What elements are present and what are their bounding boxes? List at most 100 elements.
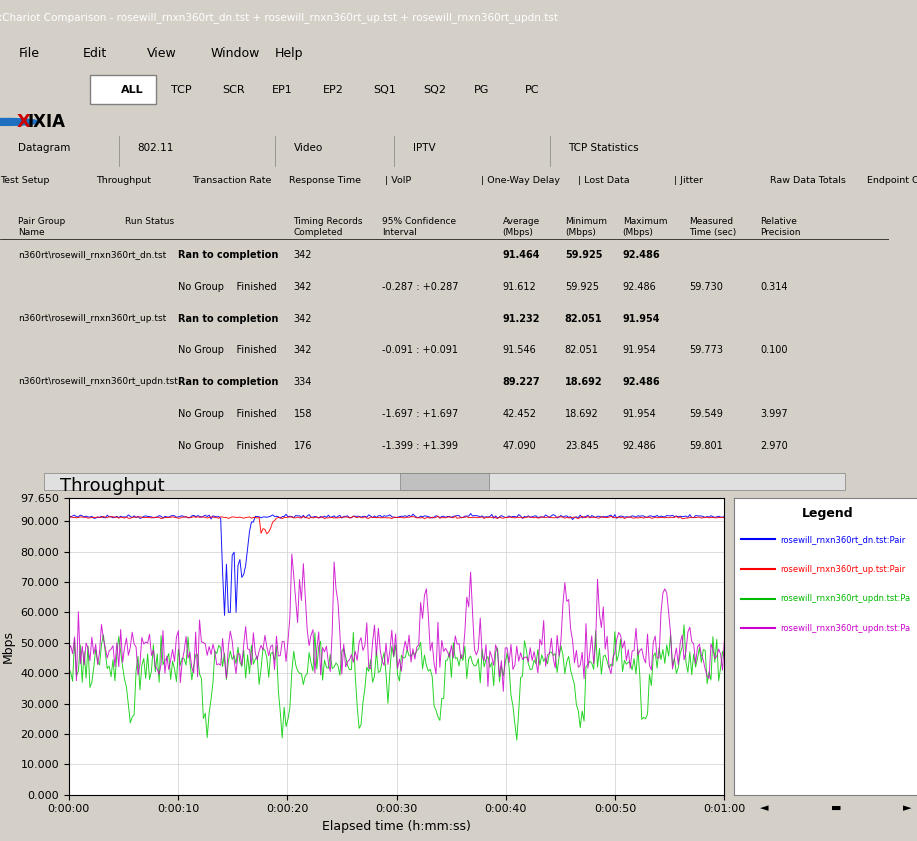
Text: ALL: ALL <box>121 85 144 94</box>
Bar <box>45 473 845 489</box>
Text: Edit: Edit <box>83 47 106 60</box>
Text: ►: ► <box>903 803 911 812</box>
Text: -0.287 : +0.287: -0.287 : +0.287 <box>382 282 459 292</box>
Text: Throughput: Throughput <box>96 177 151 185</box>
Text: ▬: ▬ <box>831 803 841 812</box>
Text: | VoIP: | VoIP <box>385 177 412 185</box>
Text: SQ2: SQ2 <box>424 85 447 94</box>
Text: Legend: Legend <box>801 507 854 520</box>
Text: Datagram: Datagram <box>18 143 71 153</box>
Text: Video: Video <box>293 143 323 153</box>
Text: TCP Statistics: TCP Statistics <box>569 143 639 153</box>
Text: Maximum
(Mbps): Maximum (Mbps) <box>623 217 668 236</box>
Text: rosewill_rnxn360rt_dn.tst:Pair: rosewill_rnxn360rt_dn.tst:Pair <box>780 535 906 544</box>
Text: 59.773: 59.773 <box>690 346 724 356</box>
Text: 23.845: 23.845 <box>565 441 599 451</box>
Text: 342: 342 <box>293 282 312 292</box>
Text: No Group    Finished: No Group Finished <box>178 346 277 356</box>
Text: rosewill_rnxn360rt_up.tst:Pair: rosewill_rnxn360rt_up.tst:Pair <box>780 564 906 574</box>
Text: 18.692: 18.692 <box>565 409 599 419</box>
Text: 95% Confidence
Interval: 95% Confidence Interval <box>382 217 457 236</box>
Text: -1.697 : +1.697: -1.697 : +1.697 <box>382 409 458 419</box>
Text: 59.925: 59.925 <box>565 282 599 292</box>
Text: No Group    Finished: No Group Finished <box>178 409 277 419</box>
Text: 92.486: 92.486 <box>623 441 657 451</box>
Text: Relative
Precision: Relative Precision <box>760 217 801 236</box>
Text: 176: 176 <box>293 441 312 451</box>
Text: Window: Window <box>211 47 260 60</box>
Text: 59.549: 59.549 <box>690 409 724 419</box>
Text: View: View <box>147 47 176 60</box>
Text: 59.801: 59.801 <box>690 441 724 451</box>
Text: 91.954: 91.954 <box>623 409 657 419</box>
Text: -1.399 : +1.399: -1.399 : +1.399 <box>382 441 458 451</box>
Text: Throughput: Throughput <box>60 478 164 495</box>
Text: Minimum
(Mbps): Minimum (Mbps) <box>565 217 607 236</box>
Text: 2.970: 2.970 <box>760 441 789 451</box>
Text: Ran to completion: Ran to completion <box>178 314 278 324</box>
Text: Run Status: Run Status <box>125 217 173 226</box>
Text: 3.997: 3.997 <box>760 409 788 419</box>
Text: 91.954: 91.954 <box>623 314 660 324</box>
Text: Measured
Time (sec): Measured Time (sec) <box>690 217 736 236</box>
FancyBboxPatch shape <box>90 75 156 104</box>
Text: SQ1: SQ1 <box>373 85 396 94</box>
Text: Ran to completion: Ran to completion <box>178 377 278 387</box>
Text: EP1: EP1 <box>272 85 293 94</box>
Text: | Lost Data: | Lost Data <box>578 177 629 185</box>
Text: 0.100: 0.100 <box>760 346 788 356</box>
Text: 802.11: 802.11 <box>138 143 174 153</box>
Text: IxChariot Comparison - rosewill_rnxn360rt_dn.tst + rosewill_rnxn360rt_up.tst + r: IxChariot Comparison - rosewill_rnxn360r… <box>0 13 558 23</box>
Y-axis label: Mbps: Mbps <box>2 630 15 663</box>
Text: SCR: SCR <box>222 85 245 94</box>
Circle shape <box>0 119 39 125</box>
Text: rosewill_rnxn360rt_updn.tst:Pa: rosewill_rnxn360rt_updn.tst:Pa <box>780 595 911 603</box>
Text: -0.091 : +0.091: -0.091 : +0.091 <box>382 346 458 356</box>
Text: Pair Group
Name: Pair Group Name <box>17 217 65 236</box>
Text: 342: 342 <box>293 314 312 324</box>
Text: 42.452: 42.452 <box>503 409 536 419</box>
Text: 334: 334 <box>293 377 312 387</box>
Text: PC: PC <box>525 85 539 94</box>
Text: TCP: TCP <box>171 85 192 94</box>
Text: 342: 342 <box>293 251 312 260</box>
Text: 92.486: 92.486 <box>623 251 660 260</box>
Text: IPTV: IPTV <box>413 143 436 153</box>
Text: 342: 342 <box>293 346 312 356</box>
X-axis label: Elapsed time (h:mm:ss): Elapsed time (h:mm:ss) <box>322 820 471 833</box>
Text: EP2: EP2 <box>323 85 344 94</box>
Text: Average
(Mbps): Average (Mbps) <box>503 217 540 236</box>
Text: Raw Data Totals: Raw Data Totals <box>770 177 846 185</box>
Text: 89.227: 89.227 <box>503 377 540 387</box>
Text: | Jitter: | Jitter <box>674 177 703 185</box>
Text: Help: Help <box>275 47 304 60</box>
Text: 18.692: 18.692 <box>565 377 602 387</box>
Text: 82.051: 82.051 <box>565 314 602 324</box>
Text: 91.464: 91.464 <box>503 251 540 260</box>
Text: 158: 158 <box>293 409 312 419</box>
Text: n360rt\rosewill_rnxn360rt_dn.tst: n360rt\rosewill_rnxn360rt_dn.tst <box>17 251 166 259</box>
Text: X: X <box>17 113 30 131</box>
Text: 47.090: 47.090 <box>503 441 536 451</box>
Text: Transaction Rate: Transaction Rate <box>193 177 272 185</box>
Text: rosewill_rnxn360rt_updn.tst:Pa: rosewill_rnxn360rt_updn.tst:Pa <box>780 624 911 633</box>
Text: 82.051: 82.051 <box>565 346 599 356</box>
Text: 91.954: 91.954 <box>623 346 657 356</box>
Text: No Group    Finished: No Group Finished <box>178 441 277 451</box>
Text: PG: PG <box>474 85 490 94</box>
Text: Endpoint Configuration: Endpoint Configuration <box>867 177 917 185</box>
Text: 59.925: 59.925 <box>565 251 602 260</box>
Text: ◄: ◄ <box>760 803 768 812</box>
Text: | One-Way Delay: | One-Way Delay <box>481 177 560 185</box>
Text: 92.486: 92.486 <box>623 282 657 292</box>
Text: IXIA: IXIA <box>28 113 65 131</box>
Text: Test Setup: Test Setup <box>0 177 50 185</box>
Bar <box>401 473 490 489</box>
Text: 91.546: 91.546 <box>503 346 536 356</box>
Text: Timing Records
Completed: Timing Records Completed <box>293 217 363 236</box>
Text: No Group    Finished: No Group Finished <box>178 282 277 292</box>
Text: 92.486: 92.486 <box>623 377 660 387</box>
Text: n360rt\rosewill_rnxn360rt_up.tst: n360rt\rosewill_rnxn360rt_up.tst <box>17 314 166 323</box>
Text: Ran to completion: Ran to completion <box>178 251 278 260</box>
Text: n360rt\rosewill_rnxn360rt_updn.tst: n360rt\rosewill_rnxn360rt_updn.tst <box>17 377 178 386</box>
